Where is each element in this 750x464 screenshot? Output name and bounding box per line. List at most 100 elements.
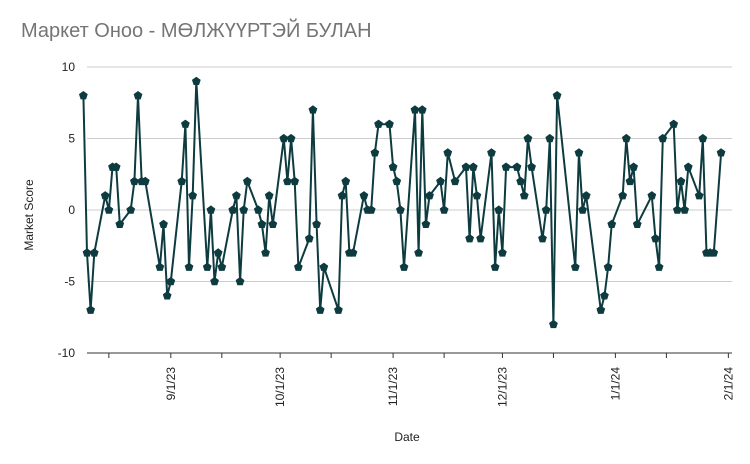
data-point <box>283 176 292 186</box>
data-point <box>552 91 562 100</box>
data-point <box>490 262 500 271</box>
y-tick-label: -10 <box>58 346 76 360</box>
data-point <box>78 91 88 100</box>
x-tick-label: 1/1/24 <box>608 367 622 401</box>
label-layer: 10 5 0 -5 -10 9/1/23 10/1/23 11/1/23 12/1/23 1/1/… <box>58 60 736 407</box>
data-point <box>538 234 547 243</box>
data-point <box>574 148 584 157</box>
x-tick-label: 11/1/23 <box>386 367 400 406</box>
data-point <box>89 248 99 257</box>
axis-layer <box>87 352 732 358</box>
y-axis-title: Market Score <box>22 179 36 251</box>
data-point <box>581 191 591 200</box>
data-point <box>410 105 420 114</box>
series-line <box>82 80 723 326</box>
data-point <box>191 76 201 86</box>
data-point <box>366 205 376 214</box>
data-point <box>607 219 617 229</box>
data-point <box>261 248 270 257</box>
data-point <box>86 305 96 314</box>
data-point <box>253 205 263 214</box>
data-point <box>130 176 139 186</box>
y-tick-label: 5 <box>68 132 75 146</box>
data-point <box>181 119 190 128</box>
data-point <box>439 205 449 214</box>
data-point <box>334 305 343 314</box>
data-point <box>308 105 318 114</box>
data-point <box>476 234 485 243</box>
data-point <box>527 162 536 171</box>
data-point <box>213 248 223 257</box>
data-point <box>268 219 278 229</box>
chart-title: Маркет Оноо - МӨЛЖҮҮРТЭЙ БУЛАН <box>21 20 372 42</box>
series-layer <box>78 76 726 329</box>
y-tick-label: 10 <box>62 60 76 74</box>
data-point <box>570 262 580 271</box>
data-point <box>421 219 431 229</box>
data-point <box>443 148 453 157</box>
data-point <box>716 148 726 157</box>
data-point <box>647 191 657 200</box>
x-tick-label: 2/1/24 <box>721 367 735 401</box>
data-point <box>206 205 216 214</box>
data-point <box>654 262 664 271</box>
data-point <box>436 176 445 186</box>
data-point <box>242 176 252 186</box>
data-point <box>603 262 613 271</box>
data-point <box>651 234 660 243</box>
data-point <box>348 248 358 257</box>
data-point <box>140 176 150 186</box>
data-point <box>498 248 507 257</box>
data-point <box>210 276 219 286</box>
data-point <box>669 119 679 128</box>
data-point <box>709 248 719 257</box>
x-axis-title: Date <box>394 430 420 444</box>
data-point <box>188 191 198 200</box>
data-point <box>239 205 249 214</box>
data-point <box>264 191 274 200</box>
data-point <box>155 262 165 271</box>
data-point <box>465 234 474 243</box>
data-point <box>166 276 176 286</box>
data-point <box>698 133 708 143</box>
data-point <box>425 191 434 200</box>
data-point <box>337 191 347 200</box>
data-point <box>82 248 92 257</box>
data-point <box>370 148 380 157</box>
data-point <box>414 248 423 257</box>
data-point <box>133 91 143 100</box>
data-point <box>279 133 289 143</box>
data-point <box>399 262 409 271</box>
data-point <box>516 176 526 186</box>
data-point <box>549 319 558 329</box>
data-point <box>392 176 402 186</box>
data-point <box>541 205 551 214</box>
data-point <box>312 219 321 229</box>
data-point <box>450 176 460 186</box>
data-point <box>487 148 496 157</box>
data-point <box>545 133 555 143</box>
data-point <box>315 305 325 314</box>
data-point <box>290 176 300 186</box>
data-point <box>501 162 511 171</box>
data-point <box>257 219 267 229</box>
grid-layer <box>87 66 732 282</box>
data-point <box>472 191 482 200</box>
data-point <box>388 162 398 171</box>
data-point <box>115 219 125 229</box>
data-point <box>304 234 314 243</box>
data-point <box>319 262 329 271</box>
data-point <box>512 162 522 171</box>
y-tick-label: -5 <box>64 275 75 289</box>
data-point <box>293 262 303 271</box>
data-point <box>341 176 351 186</box>
x-tick-label: 10/1/23 <box>273 367 287 407</box>
data-point <box>461 162 471 171</box>
data-point <box>159 219 168 229</box>
x-tick-label: 9/1/23 <box>164 367 178 401</box>
data-point <box>162 291 172 300</box>
data-point <box>104 205 114 214</box>
data-point <box>519 191 529 200</box>
data-point <box>232 191 241 200</box>
data-point <box>385 119 394 128</box>
